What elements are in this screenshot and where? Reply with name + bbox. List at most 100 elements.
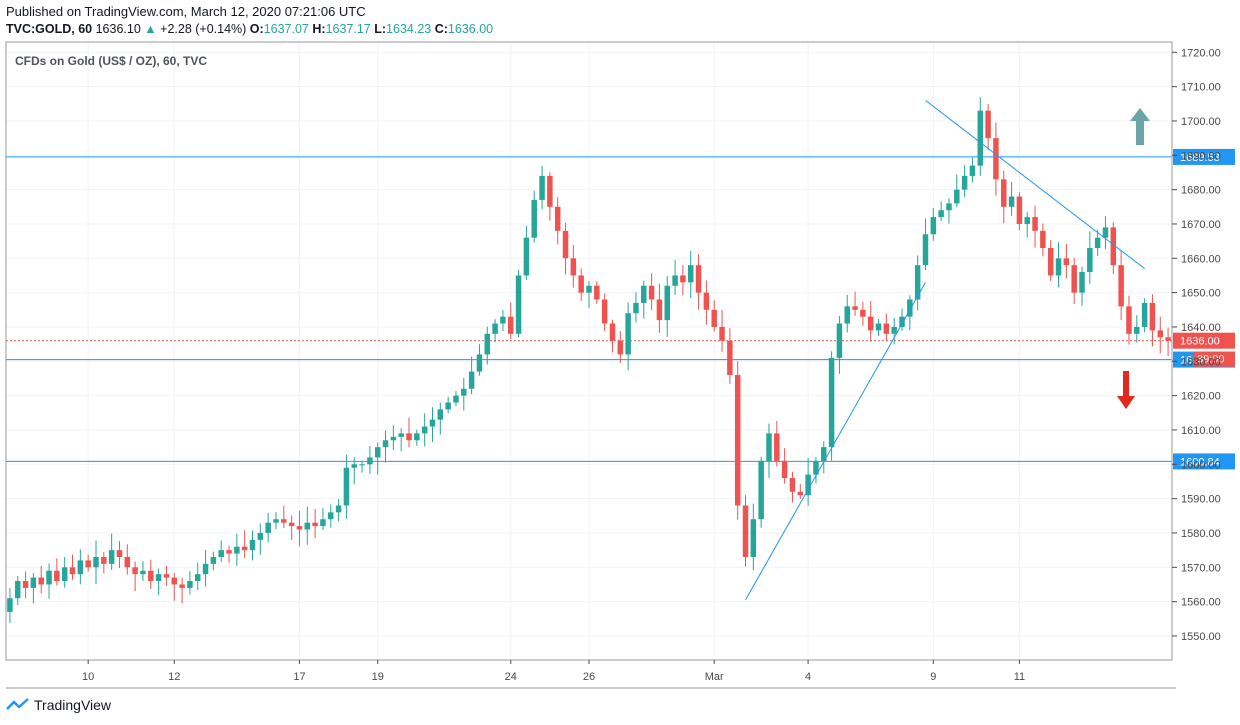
y-tick-label: 1700.00: [1181, 116, 1221, 128]
candle-body: [382, 440, 389, 448]
candle-body: [132, 567, 138, 575]
level-price-badge: [1173, 148, 1235, 165]
candle-body: [554, 206, 561, 231]
candle-body: [672, 275, 678, 286]
tradingview-logo-icon: [6, 698, 29, 710]
candle-body: [61, 567, 68, 582]
candle-body: [625, 313, 631, 355]
candle-body: [273, 519, 279, 523]
y-tick-label: 1580.00: [1181, 528, 1221, 540]
candle-body: [257, 532, 264, 540]
candle-body: [562, 230, 569, 259]
candle-body: [38, 577, 44, 585]
candle-body: [891, 326, 897, 334]
close-label: C:: [434, 22, 448, 36]
annotations: [1117, 108, 1150, 409]
x-tick-label: 26: [583, 671, 595, 683]
candle-body: [1001, 179, 1007, 207]
candle-body: [586, 285, 592, 293]
candle-body: [421, 426, 428, 434]
x-tick-label: 19: [372, 671, 384, 683]
candle-body: [766, 433, 772, 461]
candle-body: [687, 265, 694, 283]
candle-body: [1102, 227, 1109, 238]
x-tick-label: 17: [293, 671, 305, 683]
candle-body: [155, 574, 162, 582]
y-tick-label: 1590.00: [1181, 494, 1221, 506]
candle-body: [1071, 265, 1077, 293]
chart-title: CFDs on Gold (US$ / OZ), 60, TVC: [15, 54, 207, 68]
candle-body: [531, 199, 537, 238]
candle-body: [617, 340, 624, 355]
candle-body: [742, 505, 749, 557]
y-tick-label: 1560.00: [1181, 597, 1221, 609]
candle-body: [367, 457, 373, 465]
candle-body: [265, 522, 271, 533]
candle-body: [993, 138, 999, 180]
candle-body: [351, 464, 357, 468]
candle-body: [703, 292, 710, 310]
candle-body: [907, 299, 913, 317]
candle-body: [828, 357, 835, 448]
candle-body: [954, 189, 960, 204]
candle-body: [914, 265, 921, 300]
candle-body: [414, 433, 420, 441]
arrow-down-icon: [1117, 371, 1135, 409]
candle-body: [641, 285, 647, 303]
countdown-label: 39:00: [1197, 354, 1225, 366]
candle-body: [680, 275, 686, 283]
candle-body: [867, 316, 874, 331]
candle-body: [187, 581, 193, 588]
y-tick-label: 1670.00: [1181, 219, 1221, 231]
candle-body: [875, 323, 882, 331]
candle-body: [852, 306, 858, 310]
candle-body: [140, 570, 146, 575]
candle-body: [226, 550, 232, 554]
candle-body: [821, 447, 827, 461]
candle-body: [249, 539, 256, 551]
arrow-up-icon: [1130, 108, 1150, 145]
candle-body: [1032, 217, 1038, 231]
candle-body: [69, 567, 76, 575]
candle-body: [805, 474, 811, 496]
current-price-label: 1636.00: [1180, 336, 1220, 348]
candle-body: [656, 299, 663, 321]
candle-body: [594, 285, 600, 300]
candle-body: [797, 491, 804, 496]
candle-body: [758, 460, 764, 520]
candle-body: [734, 375, 741, 506]
candle-body: [1024, 217, 1030, 224]
candle-body: [390, 436, 397, 441]
y-tick-label: 1630.00: [1181, 356, 1221, 368]
candle-body: [14, 581, 21, 599]
candle-body: [938, 210, 944, 218]
candle-body: [241, 546, 248, 551]
candle-body: [1126, 306, 1132, 334]
candle-body: [288, 522, 295, 527]
candle-body: [108, 550, 115, 564]
published-line: Published on TradingView.com, March 12, …: [6, 4, 366, 19]
trendlines: [745, 99, 1145, 601]
candle-body: [711, 309, 717, 327]
candle-body: [1063, 258, 1070, 266]
candle-body: [429, 419, 436, 427]
candle-body: [93, 557, 99, 568]
candle-body: [836, 323, 843, 358]
current-price-badge: [1173, 332, 1235, 349]
y-tick-label: 1550.00: [1181, 631, 1221, 643]
candle-body: [1141, 302, 1148, 327]
candle-body: [523, 237, 530, 276]
x-tick-label: Mar: [705, 671, 724, 683]
candle-body: [210, 557, 217, 564]
candle-body: [1094, 237, 1101, 248]
high-label: H:: [312, 22, 326, 36]
candle-body: [437, 409, 444, 420]
footer[interactable]: TradingView: [6, 697, 111, 713]
candle-body: [1047, 248, 1054, 276]
candle-body: [476, 354, 483, 372]
candle-body: [304, 522, 311, 530]
candle-body: [789, 478, 796, 492]
y-tick-label: 1620.00: [1181, 391, 1221, 403]
candle-body: [453, 395, 459, 403]
